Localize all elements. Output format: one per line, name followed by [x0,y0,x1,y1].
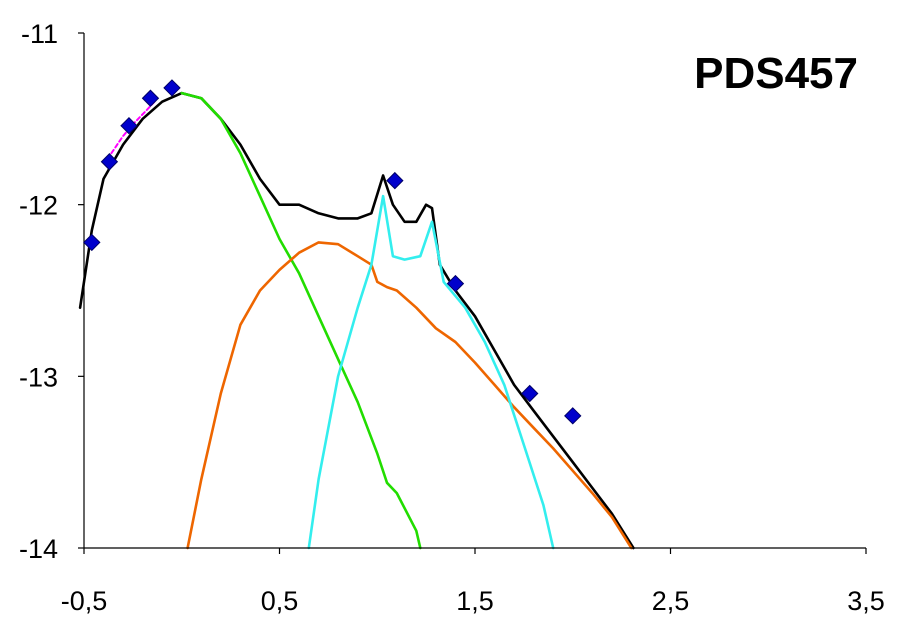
series-line-0 [78,91,635,550]
tick-labels: -0,5 0,5 1,5 2,5 3,5 -14 -13 -12 -11 [19,19,885,616]
series-line-1 [180,91,422,550]
series-line-3 [307,194,555,550]
y-tick-label: -14 [19,534,58,564]
data-point [100,153,119,171]
series-line-4 [110,100,156,155]
x-tick-label: 3,5 [847,586,885,616]
data-point [163,79,181,97]
data-point [141,89,160,107]
x-tick-label: 2,5 [652,586,690,616]
series-layer [78,91,635,550]
y-tick-label: -11 [21,19,58,49]
y-tick-label: -12 [19,191,58,221]
markers [83,79,582,425]
y-tick-label: -13 [19,362,58,392]
x-tick-label: 1,5 [456,586,494,616]
x-tick-label: -0,5 [61,586,108,616]
data-point [521,384,539,403]
chart-title: PDS457 [694,49,858,98]
series-line-2 [186,241,633,550]
x-tick-label: 0,5 [261,586,299,616]
data-point [83,233,101,252]
data-point [446,274,465,293]
axes [78,32,867,554]
data-point [564,407,582,425]
data-point [386,171,404,190]
data-point [120,116,138,135]
